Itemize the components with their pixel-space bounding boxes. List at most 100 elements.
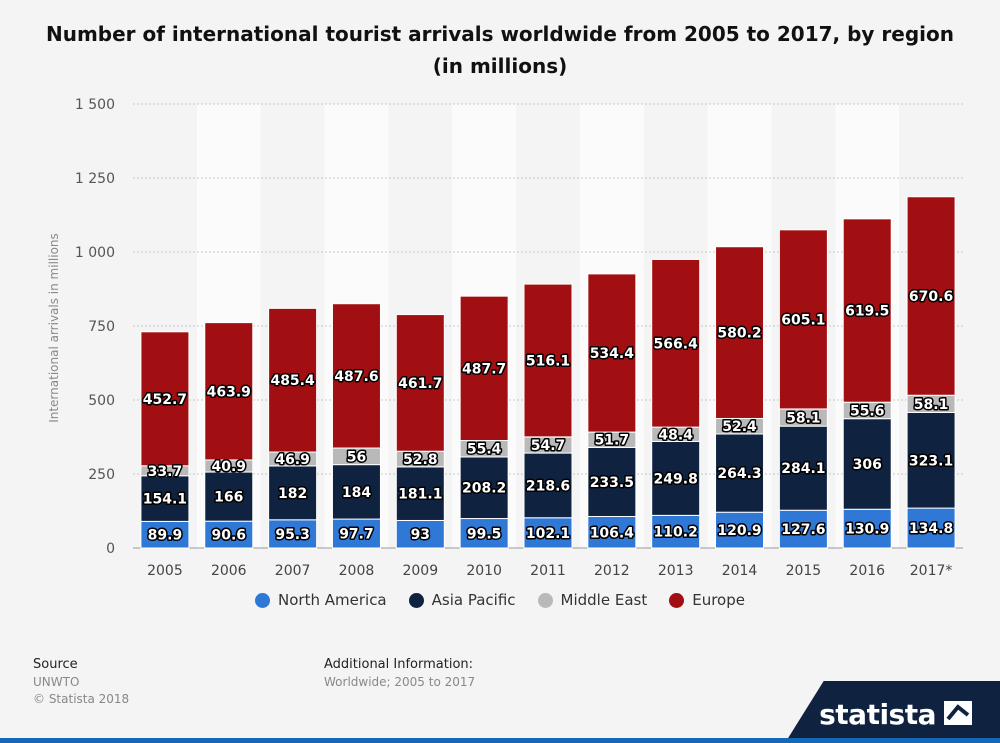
legend-marker-icon [537, 592, 553, 608]
data-label-asia-pacific: 182 [278, 486, 307, 502]
bar-segment-north-america [651, 514, 701, 549]
bar-segment-europe [906, 196, 956, 396]
source-text: UNWTO © Statista 2018 [33, 674, 129, 708]
legend-item-north-america[interactable]: North America [255, 591, 387, 609]
data-label-middle-east: 51.7 [595, 433, 630, 449]
data-label-middle-east: 56 [347, 449, 366, 465]
legend-label: North America [278, 591, 387, 609]
bar-segment-asia-pacific [140, 475, 190, 522]
bar-segment-europe [331, 303, 381, 449]
data-label-north-america: 99.5 [467, 526, 502, 542]
y-tick-label: 1 250 [75, 171, 115, 187]
bar-segment-north-america [587, 516, 637, 549]
chart-title-line-2: (in millions) [432, 54, 568, 78]
data-label-asia-pacific: 166 [214, 490, 243, 506]
bar-segment-north-america [331, 518, 381, 549]
bar-segment-north-america [842, 508, 892, 549]
data-label-north-america: 90.6 [211, 528, 246, 544]
data-label-asia-pacific: 154.1 [143, 492, 187, 508]
data-label-middle-east: 46.9 [275, 452, 310, 468]
data-label-europe: 605.1 [781, 312, 825, 328]
bar-segment-asia-pacific [268, 465, 318, 521]
legend-item-middle-east[interactable]: Middle East [537, 591, 648, 609]
bar-segment-europe [587, 273, 637, 433]
data-label-europe: 534.4 [590, 346, 635, 362]
data-label-middle-east: 55.6 [850, 403, 885, 419]
data-label-north-america: 110.2 [654, 525, 698, 541]
data-label-north-america: 102.1 [526, 526, 570, 542]
bar-segment-europe [778, 229, 828, 410]
data-label-europe: 452.7 [143, 392, 187, 408]
data-label-north-america: 134.8 [909, 521, 953, 537]
data-label-asia-pacific: 208.2 [462, 481, 506, 497]
copyright: © Statista 2018 [33, 692, 130, 706]
y-tick-label: 500 [88, 393, 115, 409]
bar-segment-north-america [459, 518, 509, 549]
data-label-asia-pacific: 181.1 [398, 487, 442, 503]
data-label-middle-east: 55.4 [467, 442, 502, 458]
bar-segment-asia-pacific [523, 452, 573, 519]
legend-label: Europe [692, 591, 745, 609]
chart-title-line-1: Number of international tourist arrivals… [45, 22, 955, 46]
bar-segment-europe [715, 246, 765, 419]
bar-segment-north-america [906, 507, 956, 549]
x-tick-label: 2009 [402, 563, 438, 579]
data-label-europe: 619.5 [845, 304, 889, 320]
data-label-europe: 487.7 [462, 361, 506, 377]
chart-title: Number of international tourist arrivals… [0, 18, 1000, 82]
legend-item-asia-pacific[interactable]: Asia Pacific [408, 591, 516, 609]
bar-segment-europe [523, 283, 573, 438]
data-label-europe: 485.4 [270, 373, 315, 389]
bar-segment-asia-pacific [842, 418, 892, 510]
data-label-asia-pacific: 233.5 [590, 475, 634, 491]
legend: North America Asia Pacific Middle East Euro… [0, 591, 1000, 609]
data-label-europe: 566.4 [654, 336, 699, 352]
y-tick-label: 0 [106, 541, 115, 557]
bar-segment-europe [140, 331, 190, 467]
data-label-middle-east: 58.1 [914, 397, 949, 413]
data-label-north-america: 97.7 [339, 527, 374, 543]
legend-label: Middle East [560, 591, 648, 609]
additional-info-text: Worldwide; 2005 to 2017 [324, 675, 476, 689]
source-heading: Source [33, 657, 78, 672]
data-label-asia-pacific: 284.1 [781, 461, 825, 477]
bars [140, 196, 956, 549]
x-tick-label: 2014 [722, 563, 758, 579]
data-label-north-america: 95.3 [275, 527, 310, 543]
x-tick-label: 2015 [786, 563, 822, 579]
y-axis-ticks: 0 250 500 750 1 000 1 250 1 500 [75, 97, 115, 557]
additional-info-heading: Additional Information: [324, 657, 474, 672]
y-tick-label: 1 000 [75, 245, 115, 261]
bar-segment-asia-pacific [459, 456, 509, 520]
data-label-europe: 487.6 [334, 369, 378, 385]
y-tick-label: 750 [88, 319, 115, 335]
bar-segment-north-america [268, 519, 318, 549]
data-label-middle-east: 54.7 [531, 438, 566, 454]
x-tick-label: 2012 [594, 563, 630, 579]
x-axis-ticks: 2005 2006 2007 2008 2009 2010 2011 2012 2013 2014… [147, 563, 952, 579]
bar-segment-north-america [204, 520, 254, 549]
bar-segment-europe [651, 258, 701, 428]
data-label-europe: 461.7 [398, 376, 442, 392]
legend-marker-icon [255, 592, 271, 608]
x-tick-label: 2011 [530, 563, 566, 579]
x-tick-label: 2010 [466, 563, 502, 579]
data-label-north-america: 127.6 [781, 522, 825, 538]
data-label-north-america: 106.4 [590, 525, 635, 541]
bar-segment-asia-pacific [778, 425, 828, 511]
bar-segment-asia-pacific [395, 466, 445, 521]
bar-segment-europe [204, 322, 254, 461]
legend-item-europe[interactable]: Europe [669, 591, 745, 609]
bar-segment-asia-pacific [204, 471, 254, 522]
data-label-north-america: 89.9 [148, 528, 183, 544]
data-label-middle-east: 52.4 [722, 419, 757, 435]
bar-segment-europe [842, 218, 892, 403]
x-tick-label: 2005 [147, 563, 183, 579]
bar-segment-europe [268, 307, 318, 453]
x-tick-label: 2017* [910, 563, 953, 579]
data-label-asia-pacific: 306 [853, 457, 882, 473]
y-tick-label: 250 [88, 467, 115, 483]
statista-logo: statista [785, 681, 1000, 743]
data-label-asia-pacific: 184 [342, 485, 371, 501]
x-tick-label: 2007 [275, 563, 311, 579]
